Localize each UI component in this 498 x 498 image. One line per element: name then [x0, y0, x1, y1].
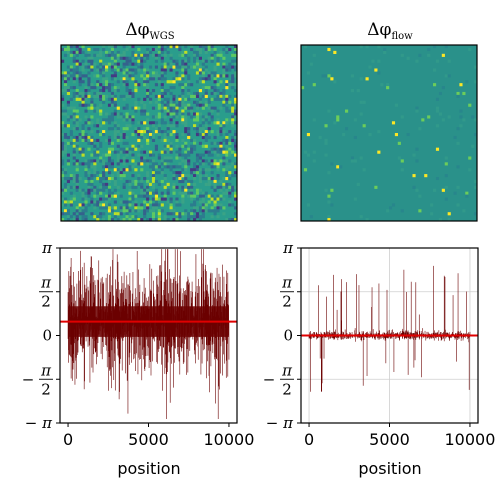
- x-tick-label: 0: [63, 430, 73, 449]
- x-tick-label: 10000: [445, 430, 496, 449]
- phase-map-flow-frame: [300, 44, 478, 222]
- phase-map-flow: [301, 45, 478, 222]
- x-tick-label: 0: [304, 430, 314, 449]
- panel-title-wgs: ΔφWGS: [125, 20, 174, 42]
- y-tick-label: − π: [25, 414, 53, 432]
- y-tick-label-num: π: [281, 361, 293, 379]
- x-tick-label: 5000: [369, 430, 410, 449]
- y-tick-label: 0: [283, 327, 293, 345]
- panel-title-flow: Δφflow: [367, 20, 413, 42]
- phase-map-wgs: [61, 45, 238, 222]
- x-tick-label: 10000: [204, 430, 255, 449]
- y-tick-label-sign: −: [263, 370, 276, 388]
- y-tick-label-sign: −: [22, 370, 35, 388]
- x-tick-label: 5000: [128, 430, 169, 449]
- phase-map-wgs-frame: [60, 44, 238, 222]
- y-tick-label-den: 2: [282, 293, 292, 311]
- y-tick-label-den: 2: [282, 380, 292, 398]
- y-tick-label-den: 2: [41, 380, 51, 398]
- y-tick-label: π: [282, 239, 294, 257]
- y-tick-label-num: π: [40, 361, 52, 379]
- y-tick-label: π: [41, 239, 53, 257]
- xlabel-wgs: position: [117, 459, 180, 478]
- y-tick-label-den: 2: [41, 293, 51, 311]
- xlabel-flow: position: [358, 459, 421, 478]
- y-tick-label-num: π: [40, 274, 52, 292]
- y-tick-label: − π: [266, 414, 294, 432]
- y-tick-label: 0: [42, 327, 52, 345]
- y-tick-label-num: π: [281, 274, 293, 292]
